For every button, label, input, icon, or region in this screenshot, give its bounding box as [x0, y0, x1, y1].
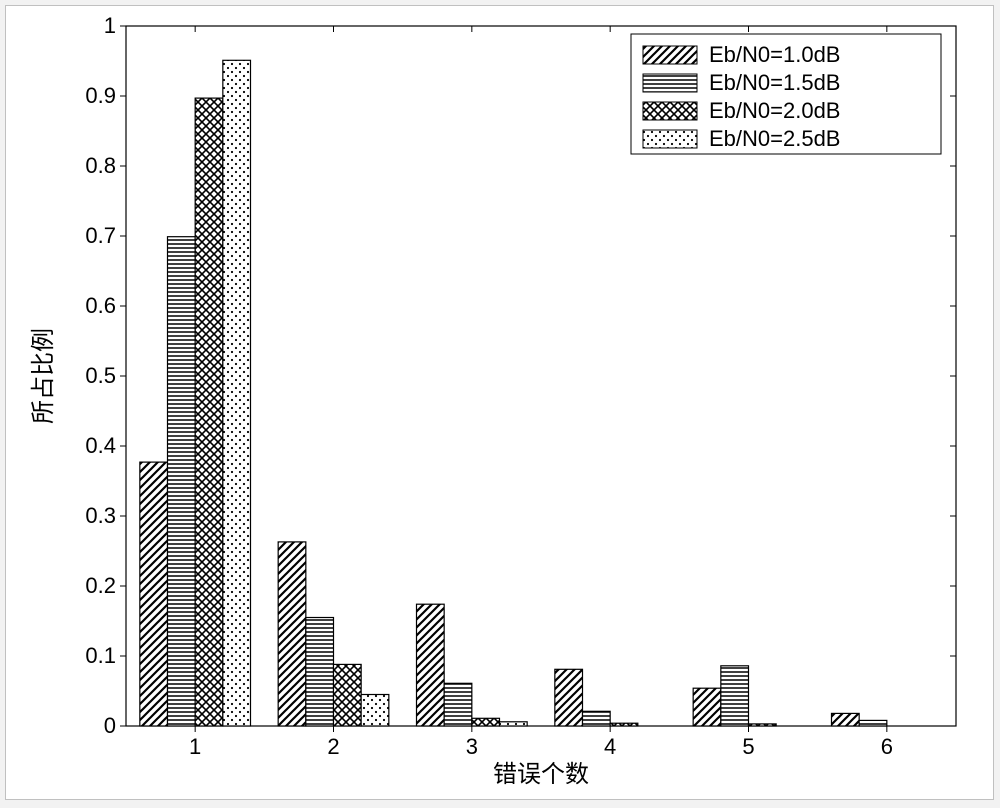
bar: [334, 664, 362, 726]
legend-swatch: [643, 74, 697, 92]
y-tick-label: 0.6: [85, 293, 116, 318]
x-tick-label: 3: [466, 734, 478, 759]
y-tick-label: 0.1: [85, 643, 116, 668]
bar: [361, 695, 389, 727]
bar: [140, 462, 168, 726]
bar-chart: 0 0.1 0.2 0.3 0.4 0.5 0.6 0.7 0.8 0.9 1 1 2 3 4 5 6 错误个数 所…: [6, 6, 993, 799]
bar: [721, 666, 749, 726]
chart-frame: 0 0.1 0.2 0.3 0.4 0.5 0.6 0.7 0.8 0.9 1 1 2 3 4 5 6 错误个数 所…: [5, 5, 994, 800]
bar: [306, 618, 334, 727]
bar: [223, 60, 251, 726]
bar: [610, 723, 638, 726]
y-tick-label: 0.8: [85, 153, 116, 178]
y-tick-label: 0.3: [85, 503, 116, 528]
x-tick-label: 4: [604, 734, 616, 759]
legend-label: Eb/N0=2.0dB: [709, 98, 840, 123]
y-tick-label: 0.4: [85, 433, 116, 458]
bar: [444, 683, 472, 726]
bar: [749, 724, 777, 726]
legend-label: Eb/N0=2.5dB: [709, 126, 840, 151]
x-tick-label: 1: [189, 734, 201, 759]
legend-swatch: [643, 130, 697, 148]
y-tick-label: 0.9: [85, 83, 116, 108]
y-tick-label: 0.5: [85, 363, 116, 388]
legend-swatch: [643, 102, 697, 120]
bar: [693, 688, 721, 726]
bar: [195, 98, 223, 726]
y-axis-label: 所占比例: [30, 328, 57, 424]
x-tick-label: 2: [327, 734, 339, 759]
bar: [859, 720, 887, 726]
bar: [832, 713, 860, 726]
bar: [583, 711, 611, 726]
bar: [472, 718, 500, 726]
legend-label: Eb/N0=1.0dB: [709, 42, 840, 67]
bar: [555, 669, 583, 726]
y-tick-label: 1: [104, 13, 116, 38]
y-tick-label: 0.2: [85, 573, 116, 598]
legend-label: Eb/N0=1.5dB: [709, 70, 840, 95]
bar: [168, 237, 196, 726]
bar: [278, 542, 306, 726]
bar: [417, 604, 445, 726]
x-tick-label: 6: [881, 734, 893, 759]
x-tick-label: 5: [742, 734, 754, 759]
bar: [500, 722, 528, 726]
y-tick-label: 0: [104, 713, 116, 738]
y-tick-label: 0.7: [85, 223, 116, 248]
legend-swatch: [643, 46, 697, 64]
x-axis-label: 错误个数: [493, 761, 589, 788]
